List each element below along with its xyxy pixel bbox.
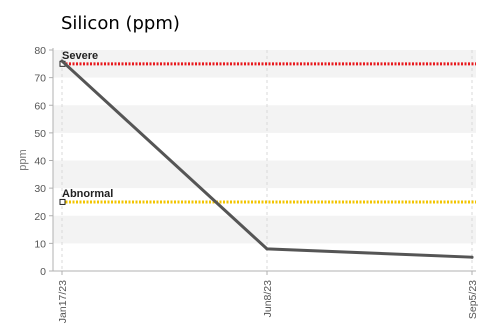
chart-background-bands — [53, 50, 476, 244]
x-tick-label: Jun8/23 — [262, 280, 274, 318]
y-tick-label: 60 — [34, 100, 46, 112]
y-tick-labels: 0 10 20 30 40 50 60 70 80 — [34, 45, 46, 278]
series-lines — [60, 59, 474, 259]
y-tick-label: 10 — [34, 238, 46, 250]
x-tick-label: Sep5/23 — [467, 280, 479, 319]
axes — [52, 48, 476, 272]
x-tick-labels: Jan17/23 Jun8/23 Sep5/23 — [57, 280, 479, 323]
reference-marker — [59, 198, 66, 205]
reference-lines: Severe Abnormal — [59, 50, 476, 205]
grid-band — [53, 215, 476, 244]
grid-band — [53, 160, 476, 189]
data-point — [265, 247, 269, 251]
data-point — [470, 255, 474, 259]
y-tick-label: 20 — [34, 211, 46, 223]
data-point — [60, 59, 64, 63]
chart-title: Silicon (ppm) — [61, 13, 180, 34]
gridlines — [49, 49, 473, 275]
y-tick-label: 40 — [34, 156, 46, 168]
y-tick-label: 50 — [34, 128, 46, 140]
y-tick-label: 0 — [40, 266, 46, 278]
y-axis-label: ppm — [17, 149, 29, 170]
x-tick-label: Jan17/23 — [57, 280, 69, 323]
y-tick-label: 30 — [34, 183, 46, 195]
reference-label-severe: Severe — [62, 50, 98, 62]
y-tick-label: 70 — [34, 73, 46, 85]
y-tick-label: 80 — [34, 45, 46, 57]
reference-label-abnormal: Abnormal — [62, 188, 113, 200]
